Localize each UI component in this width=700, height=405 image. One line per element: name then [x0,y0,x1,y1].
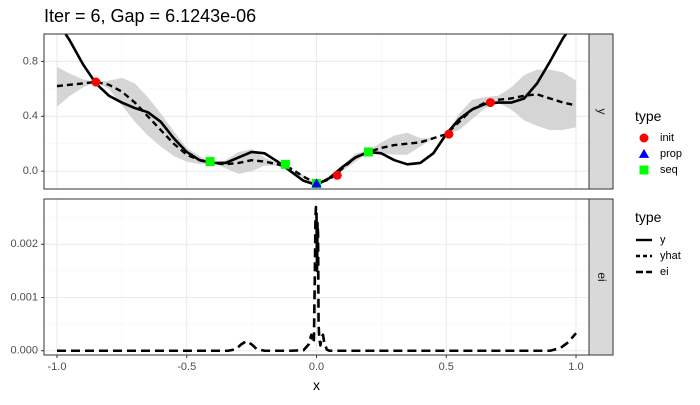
panel-ei-x-tick-label: 1.0 [568,361,583,373]
legend-point-type: type init prop seq [635,108,682,176]
legend-line-label: y [660,234,666,246]
legend-line-title: type [635,209,662,225]
panel-ei-y-tick-label: 0.000 [10,345,38,357]
panel-ei-x-tick-label: 0.5 [439,361,454,373]
legend-point-item: seq [639,164,678,176]
strip-label-ei: ei [595,272,609,281]
point-seq [280,159,290,169]
panel-ei: 0.000 0.001 0.002 -1.0 -0.5 0.0 0.5 1.0 ei [10,198,614,373]
legend-line-item: ei [636,266,669,278]
legend-point-title: type [635,108,662,124]
legend-marker-prop [638,148,650,158]
x-axis-title: x [313,377,320,393]
panel-ei-x-tick-label: -1.0 [47,361,66,373]
point-init [485,98,495,108]
legend-point-label: init [660,132,674,144]
legend-point-item: init [639,132,674,144]
legend-point-label: seq [660,164,678,176]
panel-y-plot-area [56,34,577,189]
panel-ei-x-axis: -1.0 -0.5 0.0 0.5 1.0 [47,355,584,373]
panel-y-grid [44,34,589,189]
strip-y-background [588,33,614,190]
legend-line-type: type y yhat ei [635,209,681,278]
panel-ei-y-tick-label: 0.001 [10,291,38,303]
legend-point-label: prop [660,148,682,160]
panel-ei-plot-area [56,205,578,353]
legend-point-item: prop [638,148,682,160]
point-init [444,129,454,139]
point-init [332,170,342,180]
panel-y-y-tick-label: 0.4 [23,110,38,122]
strip-label-y: y [595,109,609,115]
panel-ei-x-tick-label: -0.5 [177,361,196,373]
legend-line-item: yhat [636,250,681,262]
point-prop [311,178,322,188]
panel-y-y-axis: 0.0 0.4 0.8 [23,55,44,177]
legend-line-label: ei [660,266,669,278]
legend-marker-init [639,133,649,143]
panel-y-y-tick-label: 0.8 [23,55,38,67]
panel-y: 0.0 0.4 0.8 y [23,33,614,190]
point-seq [363,147,373,157]
legend-line-item: y [636,234,666,246]
confidence-band [56,66,577,185]
point-seq [205,157,215,167]
chart-title: Iter = 6, Gap = 6.1243e-06 [44,6,256,26]
legend-line-label: yhat [660,250,681,262]
strip-ei-background [588,198,614,356]
panel-ei-y-tick-label: 0.002 [10,238,38,250]
point-init [91,77,101,87]
panel-ei-y-axis: 0.000 0.001 0.002 [10,238,44,357]
series-line-ei [56,205,578,353]
legend-marker-seq [639,165,649,175]
panel-y-y-tick-label: 0.0 [23,165,38,177]
panel-ei-x-tick-label: 0.0 [309,361,324,373]
